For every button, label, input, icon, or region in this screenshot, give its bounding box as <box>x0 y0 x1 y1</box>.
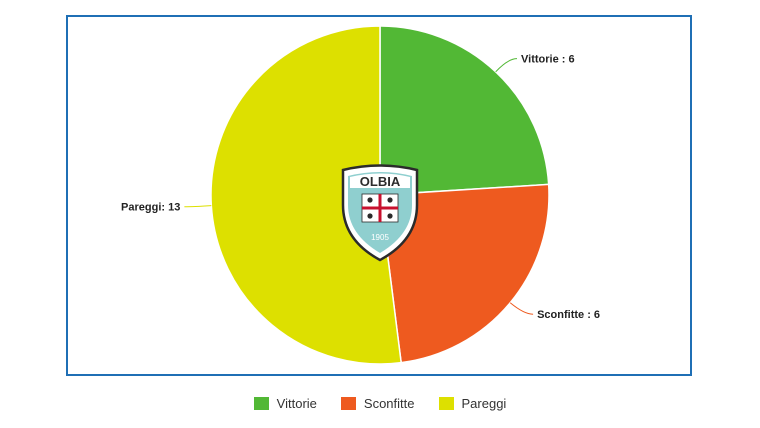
legend-item-vittorie[interactable]: Vittorie <box>253 396 317 411</box>
legend-swatch <box>438 397 454 410</box>
slice-label-vittorie: Vittorie : 6 <box>521 54 575 66</box>
pie-slice-pareggi[interactable] <box>210 25 403 365</box>
legend-label: Pareggi <box>461 396 507 411</box>
slice-label-sconfitte: Sconfitte : 6 <box>537 309 600 321</box>
legend-item-pareggi[interactable]: Pareggi <box>438 396 507 411</box>
callout-line-sconfitte <box>509 302 534 315</box>
chart-legend: Vittorie Sconfitte Pareggi <box>0 396 760 411</box>
legend-swatch <box>340 397 356 410</box>
crest-text: OLBIA <box>360 174 401 189</box>
slice-label-pareggi: Pareggi: 13 <box>121 202 180 214</box>
club-crest-icon: OLBIA 1905 <box>341 164 419 262</box>
legend-swatch <box>253 397 269 410</box>
legend-label: Sconfitte <box>363 396 415 411</box>
callout-line-vittorie <box>495 58 518 73</box>
crest-year: 1905 <box>371 233 389 242</box>
legend-label: Vittorie <box>276 396 317 411</box>
callout-line-pareggi <box>184 205 212 208</box>
legend-item-sconfitte[interactable]: Sconfitte <box>340 396 415 411</box>
